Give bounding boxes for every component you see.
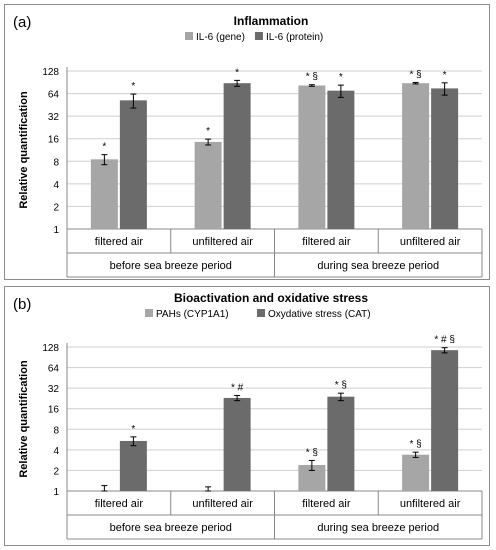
y-tick-label: 128 xyxy=(42,67,59,78)
legend-label-0: IL-6 (gene) xyxy=(196,32,245,43)
significance-label: * § xyxy=(410,439,422,450)
legend-swatch-1 xyxy=(255,32,263,40)
bar-1-0 xyxy=(119,100,147,229)
legend-label-1: Oxydative stress (CAT) xyxy=(268,309,371,320)
y-axis-label: Relative quantification xyxy=(18,360,30,478)
x-category-label: filtered air xyxy=(302,236,351,248)
y-axis-label: Relative quantification xyxy=(18,91,30,209)
significance-label: * # xyxy=(231,382,244,393)
bar-1-1 xyxy=(223,397,251,491)
legend-label-0: PAHs (CYP1A1) xyxy=(156,309,229,320)
significance-label: * xyxy=(339,72,343,83)
x-category-label: unfiltered air xyxy=(192,498,253,510)
significance-label: * § xyxy=(335,380,347,391)
y-tick-label: 1 xyxy=(53,487,59,498)
panel-a: (a) Inflammation IL-6 (gene) IL-6 (protein)… xyxy=(4,4,490,280)
x-category-label: unfiltered air xyxy=(400,236,461,248)
significance-label: * § xyxy=(410,69,422,80)
bar-0-0 xyxy=(90,159,118,229)
y-tick-label: 64 xyxy=(48,90,60,101)
significance-label: * # § xyxy=(434,335,455,346)
significance-label: * xyxy=(102,142,106,153)
legend-swatch-0 xyxy=(185,32,193,40)
panel-b: (b) Bioactivation and oxidative stress PAH… xyxy=(4,286,490,546)
y-tick-label: 4 xyxy=(53,180,59,191)
legend-swatch-1 xyxy=(257,309,265,317)
x-category-label: filtered air xyxy=(95,236,144,248)
bar-1-2 xyxy=(327,396,355,491)
y-tick-label: 64 xyxy=(48,364,60,375)
chart-bioactivation: (b) Bioactivation and oxidative stress PAH… xyxy=(13,291,483,540)
y-tick-label: 32 xyxy=(48,384,60,395)
bar-0-3 xyxy=(402,454,430,491)
bar-1-1 xyxy=(223,83,251,229)
panel-letter: (b) xyxy=(13,296,31,313)
x-group-label: during sea breeze period xyxy=(317,260,439,272)
panel-letter: (a) xyxy=(13,14,31,31)
y-tick-label: 2 xyxy=(53,466,59,477)
y-tick-label: 128 xyxy=(42,343,59,354)
y-tick-label: 8 xyxy=(53,157,59,168)
y-tick-label: 32 xyxy=(48,112,60,123)
bar-1-0 xyxy=(119,440,147,491)
significance-label: * § xyxy=(306,72,318,83)
bar-1-2 xyxy=(327,90,355,230)
bar-0-2 xyxy=(298,85,326,229)
y-tick-label: 16 xyxy=(48,405,60,416)
significance-label: * xyxy=(131,81,135,92)
chart-title: Inflammation xyxy=(234,14,309,28)
legend-label-1: IL-6 (protein) xyxy=(266,32,323,43)
x-group-label: before sea breeze period xyxy=(110,522,232,534)
bar-1-3 xyxy=(431,88,459,229)
significance-label: * xyxy=(443,70,447,81)
y-tick-label: 1 xyxy=(53,225,59,236)
significance-label: * xyxy=(206,126,210,137)
legend-swatch-0 xyxy=(145,309,153,317)
y-tick-label: 16 xyxy=(48,135,60,146)
significance-label: * xyxy=(131,424,135,435)
y-tick-label: 2 xyxy=(53,202,59,213)
y-tick-label: 8 xyxy=(53,425,59,436)
significance-label: * xyxy=(235,67,239,78)
chart-inflammation: (a) Inflammation IL-6 (gene) IL-6 (protein)… xyxy=(13,14,483,278)
x-group-label: before sea breeze period xyxy=(110,260,232,272)
bar-0-3 xyxy=(402,83,430,229)
x-category-label: unfiltered air xyxy=(400,498,461,510)
x-category-label: filtered air xyxy=(95,498,144,510)
x-category-label: filtered air xyxy=(302,498,351,510)
y-tick-label: 4 xyxy=(53,446,59,457)
significance-label: * § xyxy=(306,447,318,458)
x-category-label: unfiltered air xyxy=(192,236,253,248)
chart-title: Bioactivation and oxidative stress xyxy=(174,291,368,305)
x-group-label: during sea breeze period xyxy=(317,522,439,534)
bar-0-1 xyxy=(194,141,222,229)
bar-1-3 xyxy=(431,350,459,491)
